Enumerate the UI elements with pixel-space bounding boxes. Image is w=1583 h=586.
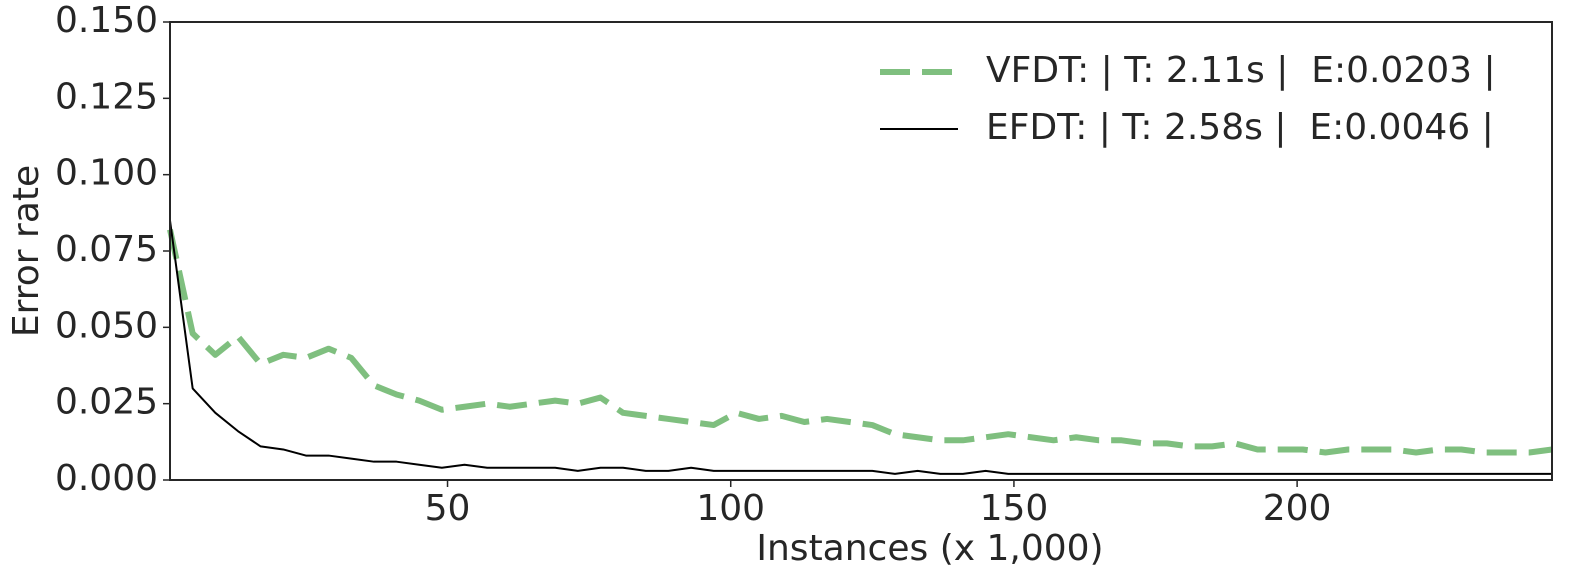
y-tick-label: 0.150 [55,0,158,41]
x-tick-label: 100 [696,488,765,529]
plot-frame [169,21,1553,481]
x-tick-label: 200 [1263,488,1332,529]
y-tick-label: 0.025 [55,382,158,423]
y-axis-label: Error rate [6,165,47,337]
y-tick-label: 0.075 [55,229,158,270]
series-line [169,220,1552,475]
x-axis-label: Instances (x 1,000) [756,528,1103,569]
x-tick-label: 150 [980,488,1049,529]
legend-label: EFDT: | T: 2.58s | E:0.0046 | [986,107,1494,148]
y-tick-label: 0.125 [55,76,158,117]
y-tick-label: 0.100 [55,153,158,194]
legend-label: VFDT: | T: 2.11s | E:0.0203 | [986,50,1496,91]
y-tick-label: 0.050 [55,305,158,346]
y-tick-label: 0.000 [55,458,158,499]
series-line [167,228,1553,456]
x-tick-label: 50 [425,488,471,529]
